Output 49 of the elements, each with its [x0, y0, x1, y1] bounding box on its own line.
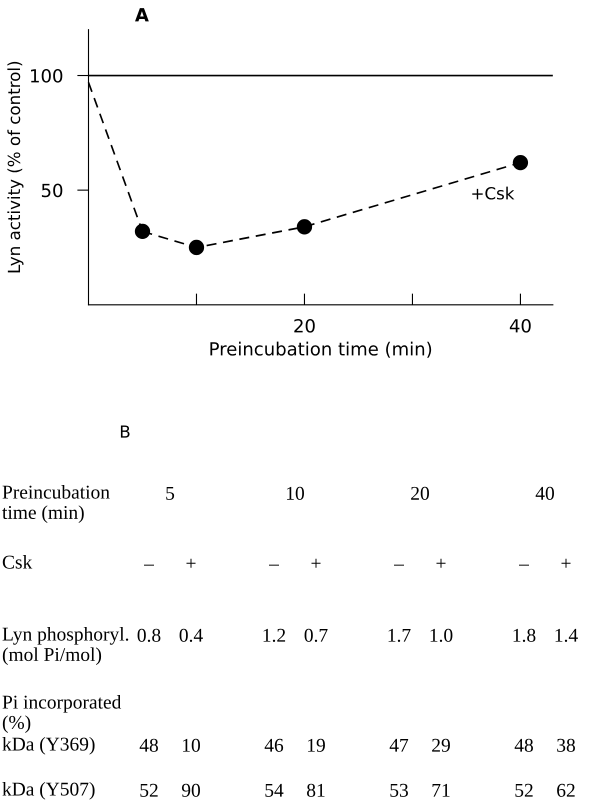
text: 1.8 — [514, 628, 536, 642]
category-label: 20 — [411, 486, 429, 500]
text: 47 — [390, 738, 408, 752]
text: 90 — [182, 784, 200, 797]
y-tick-label: 100 — [31, 68, 62, 83]
text: 62 — [557, 784, 575, 797]
category-label: kDa (Y507) — [2, 782, 95, 800]
text: 71 — [432, 784, 450, 797]
text: 1.7 — [388, 628, 411, 642]
y-axis-title: Lyn activity (% of control) — [7, 62, 24, 272]
text: 19 — [308, 738, 325, 752]
category-label: kDa (Y369) — [2, 737, 95, 755]
category-label: Pi incorporated (%) — [2, 695, 122, 733]
text: 48 — [140, 738, 158, 752]
text: 38 — [557, 738, 575, 752]
text: + — [311, 558, 321, 568]
text: 1.2 — [264, 628, 286, 642]
text: 46 — [264, 738, 284, 752]
text: 1.4 — [556, 628, 578, 642]
category-label: 5 — [166, 486, 174, 500]
text: 29 — [432, 738, 450, 752]
text: 81 — [307, 784, 325, 797]
text: Preincubation time (min) — [2, 485, 110, 523]
text: 48 — [514, 738, 533, 752]
category-label: Lyn phosphoryl. (mol Pi/mol) — [2, 627, 128, 666]
text: + — [186, 558, 196, 568]
text: 10 — [182, 738, 200, 752]
text: 54 — [265, 784, 284, 797]
y-tick-label: 50 — [42, 184, 62, 198]
text: + — [436, 558, 446, 568]
text: – — [519, 564, 529, 566]
text: + — [561, 558, 571, 568]
text: 52 — [515, 784, 533, 797]
category-label: 40 — [536, 486, 554, 500]
text: 52 — [140, 784, 158, 797]
text: – — [269, 564, 279, 566]
text: 0.8 — [138, 628, 160, 642]
category-label: 10 — [286, 486, 304, 500]
text: 53 — [390, 784, 408, 797]
text: 0.7 — [304, 628, 328, 642]
text: 1.0 — [430, 628, 452, 642]
x-axis-title: Preincubation time (min) — [210, 342, 432, 358]
text: B — [120, 425, 130, 438]
text: – — [144, 564, 154, 566]
text: – — [394, 564, 404, 566]
category-label: Csk — [2, 555, 32, 569]
text: 0.4 — [180, 628, 203, 642]
annotation: +Csk — [472, 186, 514, 200]
chart-title: A — [135, 8, 149, 22]
